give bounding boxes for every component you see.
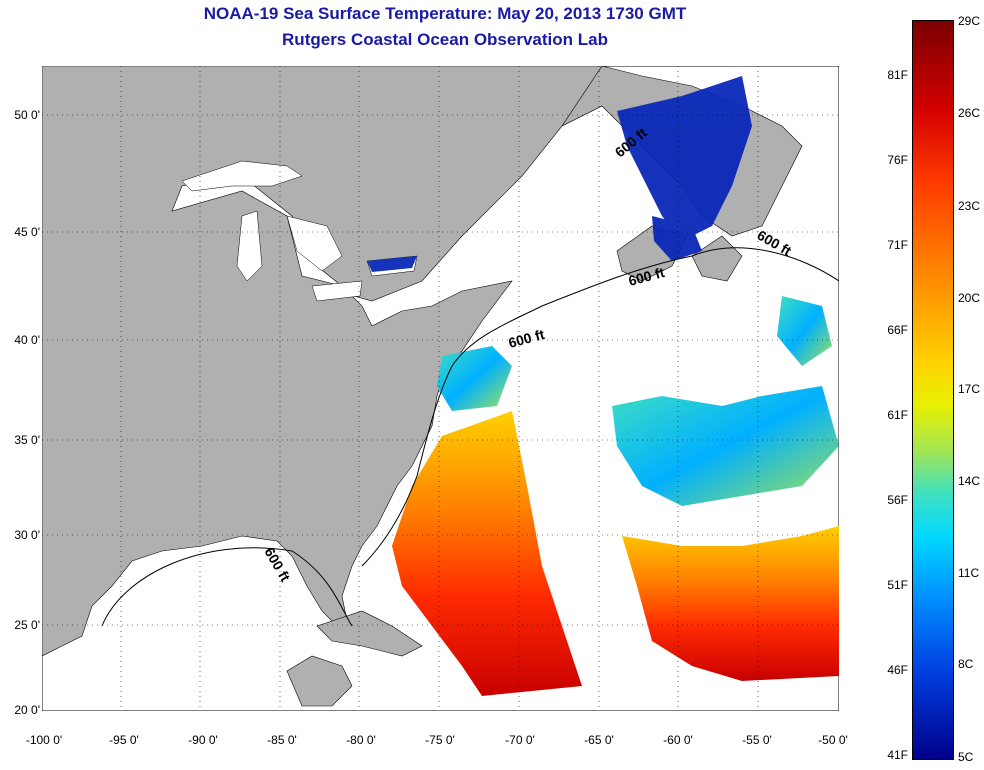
colorbar-f-label: 51F	[887, 578, 908, 592]
colorbar-c-label: 23C	[958, 199, 981, 213]
colorbar-c-label: 26C	[958, 106, 981, 120]
colorbar-c-label: 14C	[958, 474, 981, 488]
isobath-600ft	[101, 247, 839, 627]
sst-cold-region	[367, 76, 752, 272]
lat-label: 30 0'	[14, 528, 40, 542]
sst-mid-region	[437, 296, 839, 506]
colorbar-c-label: 20C	[958, 291, 981, 305]
lat-label: 35 0'	[14, 433, 40, 447]
colorbar-f-label: 56F	[887, 493, 908, 507]
colorbar-c-label: 17C	[958, 382, 981, 396]
lon-label: -55 0'	[742, 733, 772, 747]
map-title: NOAA-19 Sea Surface Temperature: May 20,…	[203, 4, 687, 23]
lon-label: -60 0'	[663, 733, 693, 747]
sst-warm-region	[392, 411, 839, 696]
lon-label: -85 0'	[267, 733, 297, 747]
colorbar-f-label: 81F	[887, 68, 908, 82]
lon-label: -70 0'	[505, 733, 535, 747]
colorbar-c-label: 8C	[958, 657, 974, 671]
lat-label: 20 0'	[14, 703, 40, 717]
lon-label: -65 0'	[584, 733, 614, 747]
lon-label: -95 0'	[109, 733, 139, 747]
lon-label: -75 0'	[425, 733, 455, 747]
lat-label: 45 0'	[14, 225, 40, 239]
colorbar-f-label: 71F	[887, 238, 908, 252]
colorbar-f-label: 46F	[887, 663, 908, 677]
lon-label: -90 0'	[188, 733, 218, 747]
lat-label: 40 0'	[14, 333, 40, 347]
map-subtitle: Rutgers Coastal Ocean Observation Lab	[282, 30, 608, 49]
lat-label: 50 0'	[14, 108, 40, 122]
colorbar-c-label: 5C	[958, 750, 974, 764]
colorbar-f-label: 66F	[887, 323, 908, 337]
colorbar-f-label: 41F	[887, 748, 908, 762]
lon-label: -100 0'	[25, 733, 63, 747]
temperature-colorbar	[912, 20, 954, 760]
colorbar-c-label: 29C	[958, 14, 981, 28]
colorbar-f-label: 76F	[887, 153, 908, 167]
colorbar-f-label: 61F	[887, 408, 908, 422]
lon-label: -50 0'	[818, 733, 848, 747]
sst-map: 600 ft 600 ft 600 ft 600 ft 600 ft	[42, 66, 839, 711]
lat-label: 25 0'	[14, 618, 40, 632]
lon-label: -80 0'	[346, 733, 376, 747]
colorbar-c-label: 11C	[958, 566, 980, 580]
